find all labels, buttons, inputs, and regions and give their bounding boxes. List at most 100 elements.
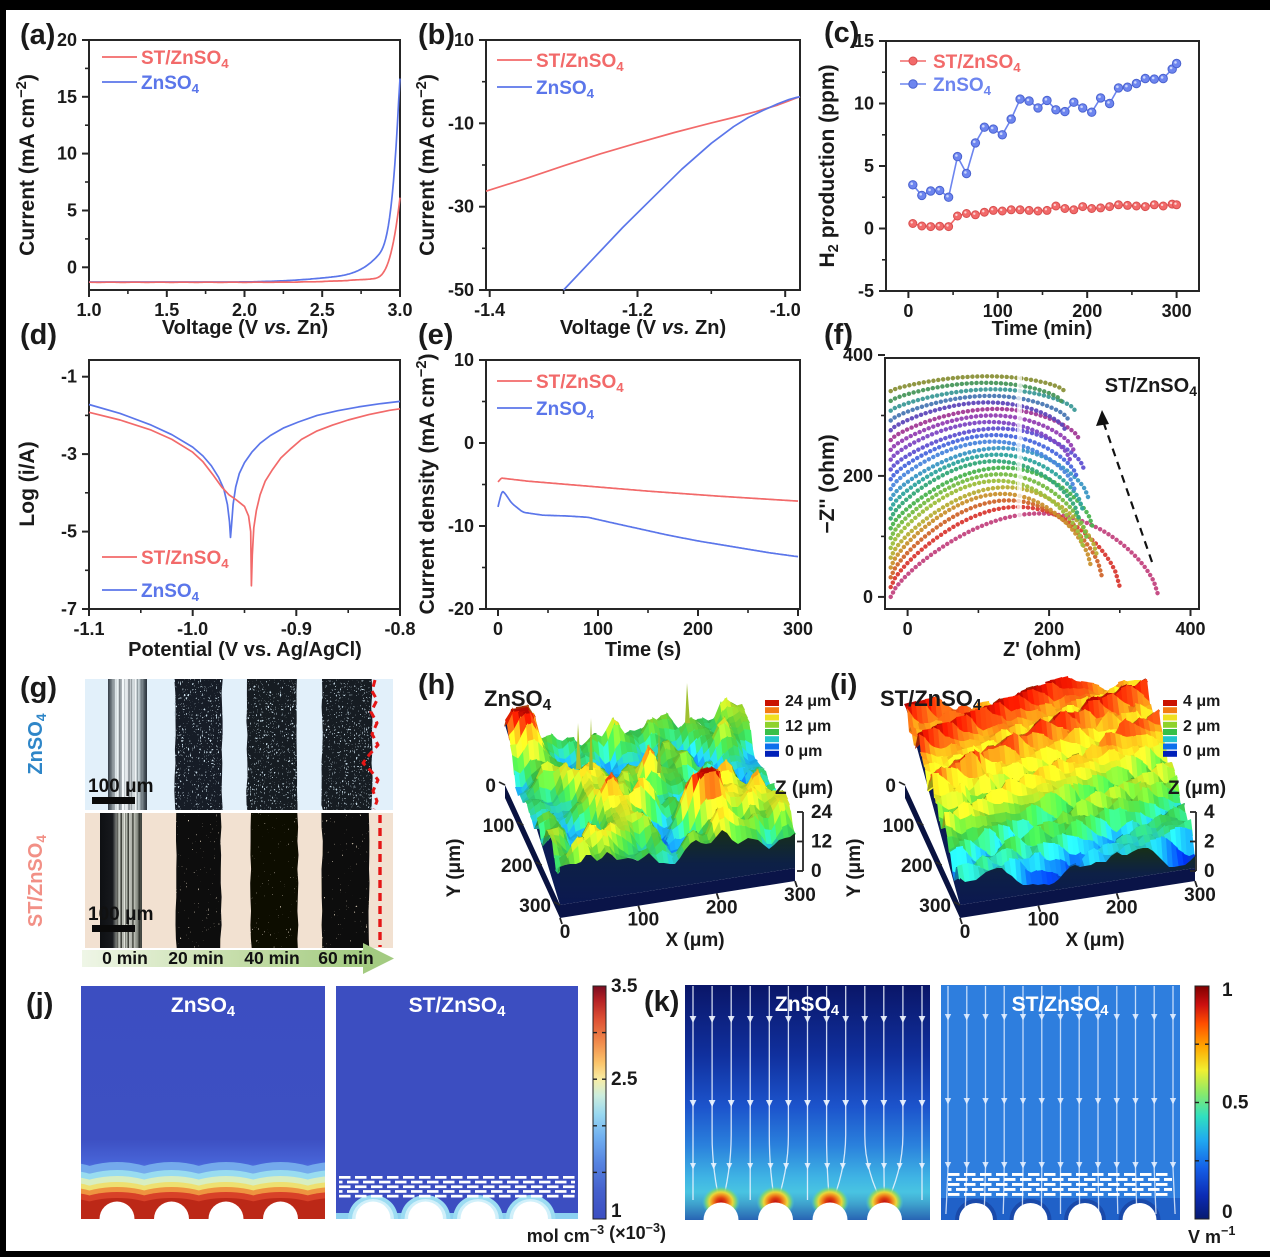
- svg-text:200: 200: [901, 856, 933, 877]
- svg-text:20 min: 20 min: [168, 948, 223, 968]
- svg-text:ZnSO4: ZnSO4: [536, 78, 595, 101]
- svg-text:10: 10: [454, 30, 474, 50]
- svg-text:2.5: 2.5: [611, 1069, 638, 1090]
- svg-text:-7: -7: [61, 599, 77, 619]
- svg-text:100: 100: [1027, 910, 1059, 931]
- svg-text:10: 10: [454, 350, 474, 370]
- svg-text:Z' (ohm): Z' (ohm): [1003, 639, 1081, 661]
- svg-text:2 μm: 2 μm: [1183, 718, 1220, 735]
- svg-text:Y (μm): Y (μm): [844, 839, 865, 898]
- svg-text:40 min: 40 min: [244, 948, 299, 968]
- svg-text:-1.0: -1.0: [770, 300, 801, 320]
- svg-text:0: 0: [903, 301, 913, 321]
- svg-text:200: 200: [501, 856, 533, 877]
- svg-text:0 min: 0 min: [102, 948, 148, 968]
- svg-text:−Z'' (ohm): −Z'' (ohm): [816, 434, 839, 533]
- svg-text:(g): (g): [20, 672, 57, 704]
- svg-text:200: 200: [1034, 619, 1064, 639]
- svg-text:ZnSO4: ZnSO4: [484, 686, 552, 714]
- svg-text:ST/ZnSO4: ST/ZnSO4: [25, 835, 49, 927]
- svg-text:0: 0: [1222, 1202, 1233, 1223]
- svg-text:X (μm): X (μm): [1065, 930, 1124, 951]
- svg-text:X (μm): X (μm): [665, 930, 724, 951]
- svg-text:0: 0: [67, 257, 77, 277]
- svg-text:Time (s): Time (s): [605, 639, 681, 661]
- svg-text:H2 production (ppm): H2 production (ppm): [816, 65, 842, 268]
- svg-text:ZnSO4: ZnSO4: [171, 994, 236, 1020]
- svg-text:ZnSO4: ZnSO4: [775, 993, 840, 1019]
- svg-text:0: 0: [811, 861, 822, 882]
- svg-text:(a): (a): [20, 19, 55, 51]
- svg-text:ZnSO4: ZnSO4: [933, 75, 992, 98]
- svg-text:300: 300: [783, 619, 813, 639]
- svg-text:0: 0: [493, 619, 503, 639]
- svg-text:2.5: 2.5: [310, 300, 335, 320]
- svg-text:-5: -5: [61, 522, 77, 542]
- svg-text:(e): (e): [418, 319, 453, 351]
- svg-text:ST/ZnSO4: ST/ZnSO4: [536, 51, 624, 74]
- svg-text:200: 200: [1106, 897, 1138, 918]
- svg-text:5: 5: [864, 156, 874, 176]
- svg-text:300: 300: [519, 896, 551, 917]
- svg-text:-0.8: -0.8: [384, 619, 415, 639]
- svg-text:300: 300: [1162, 301, 1192, 321]
- svg-text:(d): (d): [20, 319, 57, 351]
- svg-text:0: 0: [485, 776, 496, 797]
- svg-text:2.0: 2.0: [232, 300, 257, 320]
- svg-text:-1.1: -1.1: [73, 619, 104, 639]
- svg-text:Y (μm): Y (μm): [444, 839, 465, 898]
- svg-text:2: 2: [1204, 832, 1215, 853]
- svg-text:(h): (h): [418, 669, 455, 701]
- svg-text:200: 200: [843, 466, 873, 486]
- svg-text:60 min: 60 min: [318, 948, 373, 968]
- svg-text:20: 20: [57, 30, 77, 50]
- svg-text:ZnSO4: ZnSO4: [536, 399, 595, 422]
- svg-text:Time (min): Time (min): [992, 318, 1093, 340]
- svg-text:100: 100: [627, 910, 659, 931]
- svg-text:Z (μm): Z (μm): [775, 778, 833, 799]
- svg-text:0: 0: [864, 219, 874, 239]
- svg-text:1.0: 1.0: [76, 300, 101, 320]
- svg-text:300: 300: [919, 896, 951, 917]
- svg-text:-0.9: -0.9: [281, 619, 312, 639]
- svg-text:1.5: 1.5: [154, 300, 179, 320]
- svg-text:15: 15: [854, 31, 874, 51]
- svg-text:5: 5: [67, 200, 77, 220]
- svg-text:(f): (f): [824, 319, 853, 351]
- svg-text:(c): (c): [824, 17, 859, 49]
- svg-text:-3: -3: [61, 444, 77, 464]
- svg-text:0: 0: [960, 922, 971, 943]
- svg-text:Current (mA cm−2): Current (mA cm−2): [414, 74, 439, 256]
- svg-text:400: 400: [1175, 619, 1205, 639]
- svg-text:ST/ZnSO4: ST/ZnSO4: [880, 686, 982, 714]
- svg-text:100: 100: [583, 619, 613, 639]
- svg-text:ZnSO4: ZnSO4: [141, 73, 200, 96]
- svg-text:24: 24: [811, 802, 833, 823]
- svg-text:ZnSO4: ZnSO4: [25, 713, 49, 774]
- svg-text:0: 0: [560, 922, 571, 943]
- svg-text:100 μm: 100 μm: [88, 904, 154, 925]
- svg-text:4: 4: [1204, 802, 1215, 823]
- svg-text:ST/ZnSO4: ST/ZnSO4: [933, 52, 1021, 75]
- svg-text:0: 0: [863, 587, 873, 607]
- svg-text:Z (μm): Z (μm): [1168, 778, 1226, 799]
- svg-text:ST/ZnSO4: ST/ZnSO4: [536, 372, 624, 395]
- svg-text:-1.2: -1.2: [622, 300, 653, 320]
- svg-text:-1.0: -1.0: [177, 619, 208, 639]
- svg-text:100: 100: [983, 301, 1013, 321]
- svg-text:0: 0: [464, 433, 474, 453]
- svg-text:Log (i/A): Log (i/A): [16, 441, 39, 526]
- svg-text:10: 10: [854, 94, 874, 114]
- svg-text:ST/ZnSO4: ST/ZnSO4: [1105, 375, 1197, 399]
- svg-text:0: 0: [1204, 861, 1215, 882]
- svg-text:ZnSO4: ZnSO4: [141, 581, 200, 604]
- svg-text:3.5: 3.5: [611, 976, 638, 997]
- svg-text:-1.4: -1.4: [474, 300, 505, 320]
- svg-text:1: 1: [611, 1201, 622, 1222]
- svg-text:(i): (i): [830, 669, 857, 701]
- svg-text:ST/ZnSO4: ST/ZnSO4: [409, 994, 507, 1020]
- svg-text:ST/ZnSO4: ST/ZnSO4: [1012, 993, 1110, 1019]
- svg-text:0.5: 0.5: [1222, 1093, 1249, 1114]
- svg-text:Current (mA cm−2): Current (mA cm−2): [14, 74, 39, 256]
- svg-text:(b): (b): [418, 19, 455, 51]
